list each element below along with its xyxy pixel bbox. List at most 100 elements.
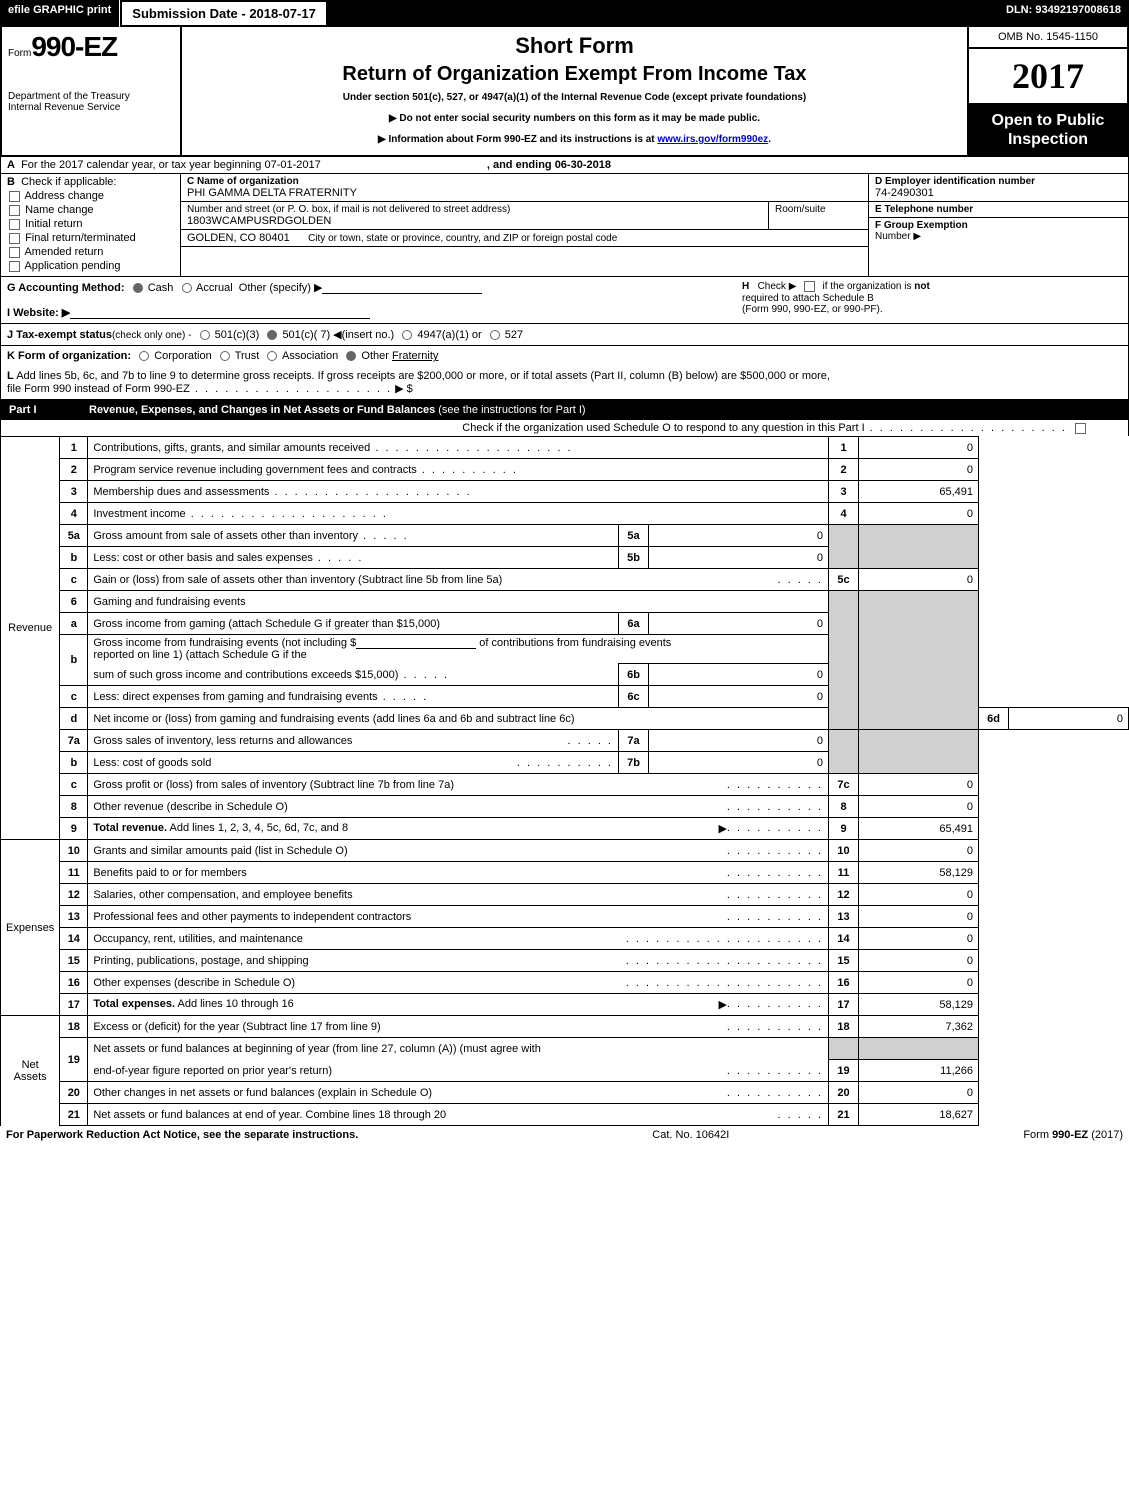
line-16: 16Other expenses (describe in Schedule O… bbox=[1, 972, 1129, 994]
form-header: Form990-EZ Department of the Treasury In… bbox=[0, 27, 1129, 157]
c-street-label: Number and street (or P. O. box, if mail… bbox=[187, 204, 762, 215]
dept-irs: Internal Revenue Service bbox=[8, 102, 174, 113]
line-a: A For the 2017 calendar year, or tax yea… bbox=[0, 157, 1129, 174]
line-14: 14Occupancy, rent, utilities, and mainte… bbox=[1, 928, 1129, 950]
side-expenses: Expenses bbox=[6, 922, 54, 934]
f-group-number: Number ▶ bbox=[875, 231, 1122, 242]
b-label: B bbox=[7, 176, 15, 188]
line-7a: 7aGross sales of inventory, less returns… bbox=[1, 730, 1129, 752]
submission-date: Submission Date - 2018-07-17 bbox=[120, 0, 328, 27]
row-g-h: G Accounting Method: Cash Accrual Other … bbox=[0, 277, 1129, 324]
i-label: I Website: ▶ bbox=[7, 307, 70, 319]
radio-other-org[interactable] bbox=[346, 351, 356, 361]
line-19-2: end-of-year figure reported on prior yea… bbox=[1, 1060, 1129, 1082]
c-room-label: Room/suite bbox=[775, 204, 862, 215]
k-other-value: Fraternity bbox=[392, 350, 438, 362]
radio-assoc[interactable] bbox=[267, 351, 277, 361]
line-10: Expenses 10Grants and similar amounts pa… bbox=[1, 840, 1129, 862]
row-k: K Form of organization: Corporation Trus… bbox=[0, 346, 1129, 366]
chk-amended-return[interactable] bbox=[9, 247, 20, 258]
h-label: H bbox=[742, 282, 749, 293]
chk-initial-return[interactable] bbox=[9, 219, 20, 230]
c-city-label: City or town, state or province, country… bbox=[308, 233, 617, 244]
h-checkbox[interactable] bbox=[804, 281, 815, 292]
line-3: 3Membership dues and assessments365,491 bbox=[1, 481, 1129, 503]
title-short-form: Short Form bbox=[190, 33, 959, 59]
line-5c: cGain or (loss) from sale of assets othe… bbox=[1, 569, 1129, 591]
info-line: ▶ Information about Form 990-EZ and its … bbox=[190, 134, 959, 145]
line-4: 4Investment income40 bbox=[1, 503, 1129, 525]
k-label: K Form of organization: bbox=[7, 350, 131, 362]
line-2: 2Program service revenue including gover… bbox=[1, 459, 1129, 481]
title-return: Return of Organization Exempt From Incom… bbox=[190, 63, 959, 86]
line-21: 21Net assets or fund balances at end of … bbox=[1, 1104, 1129, 1126]
g-label: G Accounting Method: bbox=[7, 282, 125, 294]
chk-final-return[interactable] bbox=[9, 233, 20, 244]
line-15: 15Printing, publications, postage, and s… bbox=[1, 950, 1129, 972]
lines-table: Revenue 1 Contributions, gifts, grants, … bbox=[0, 436, 1129, 1126]
radio-501c[interactable] bbox=[267, 330, 277, 340]
line-1: Revenue 1 Contributions, gifts, grants, … bbox=[1, 437, 1129, 459]
g-other-input[interactable] bbox=[322, 282, 482, 294]
omb-number: OMB No. 1545-1150 bbox=[969, 27, 1127, 49]
section-text: Under section 501(c), 527, or 4947(a)(1)… bbox=[190, 92, 959, 103]
part1-sub: Check if the organization used Schedule … bbox=[0, 420, 1129, 436]
side-revenue: Revenue bbox=[6, 622, 54, 634]
6b-amount-input[interactable] bbox=[356, 637, 476, 649]
efile-print-button[interactable]: efile GRAPHIC print bbox=[0, 0, 120, 27]
c-name-label: C Name of organization bbox=[187, 176, 299, 187]
chk-address-change[interactable] bbox=[9, 191, 20, 202]
line-11: 11Benefits paid to or for members1158,12… bbox=[1, 862, 1129, 884]
b-check-if: Check if applicable: bbox=[21, 176, 116, 188]
row-j: J Tax-exempt status(check only one) - 50… bbox=[0, 324, 1129, 346]
e-tel-label: E Telephone number bbox=[875, 204, 973, 215]
org-street: 1803WCAMPUSRDGOLDEN bbox=[187, 215, 762, 227]
footer-formref: Form 990-EZ (2017) bbox=[1023, 1129, 1123, 1141]
org-info-block: B Check if applicable: Address change Na… bbox=[0, 174, 1129, 277]
line-7c: cGross profit or (loss) from sales of in… bbox=[1, 774, 1129, 796]
chk-application-pending[interactable] bbox=[9, 261, 20, 272]
radio-trust[interactable] bbox=[220, 351, 230, 361]
j-label: J Tax-exempt status bbox=[7, 329, 112, 341]
radio-501c3[interactable] bbox=[200, 330, 210, 340]
radio-cash[interactable] bbox=[133, 283, 143, 293]
line-8: 8Other revenue (describe in Schedule O)8… bbox=[1, 796, 1129, 818]
chk-name-change[interactable] bbox=[9, 205, 20, 216]
tax-year: 2017 bbox=[969, 49, 1127, 105]
row-l: L Add lines 5b, 6c, and 7b to line 9 to … bbox=[0, 366, 1129, 400]
line-9: 9Total revenue. Add lines 1, 2, 3, 4, 5c… bbox=[1, 818, 1129, 840]
page-footer: For Paperwork Reduction Act Notice, see … bbox=[0, 1126, 1129, 1144]
org-name: PHI GAMMA DELTA FRATERNITY bbox=[187, 187, 862, 199]
dln-number: DLN: 93492197008618 bbox=[998, 0, 1129, 27]
side-net-assets: Net Assets bbox=[6, 1059, 54, 1083]
line-12: 12Salaries, other compensation, and empl… bbox=[1, 884, 1129, 906]
radio-corp[interactable] bbox=[139, 351, 149, 361]
open-to-public: Open to PublicInspection bbox=[969, 105, 1127, 155]
part1-title: Part I bbox=[9, 404, 89, 416]
line-18: Net Assets 18Excess or (deficit) for the… bbox=[1, 1016, 1129, 1038]
d-ein-value: 74-2490301 bbox=[875, 187, 1122, 199]
form-prefix: Form bbox=[8, 48, 31, 59]
line-19-1: 19Net assets or fund balances at beginni… bbox=[1, 1038, 1129, 1060]
footer-catno: Cat. No. 10642I bbox=[652, 1129, 729, 1141]
ssn-warning: ▶ Do not enter social security numbers o… bbox=[190, 113, 959, 124]
line-5a: 5aGross amount from sale of assets other… bbox=[1, 525, 1129, 547]
irs-link[interactable]: www.irs.gov/form990ez bbox=[657, 134, 768, 145]
i-website-input[interactable] bbox=[70, 307, 370, 319]
line-13: 13Professional fees and other payments t… bbox=[1, 906, 1129, 928]
line-17: 17Total expenses. Add lines 10 through 1… bbox=[1, 994, 1129, 1016]
org-city: GOLDEN, CO 80401 bbox=[187, 232, 290, 244]
f-group-label: F Group Exemption bbox=[875, 220, 968, 231]
d-ein-label: D Employer identification number bbox=[875, 176, 1035, 187]
radio-527[interactable] bbox=[490, 330, 500, 340]
dept-treasury: Department of the Treasury bbox=[8, 91, 174, 102]
line-6: 6Gaming and fundraising events bbox=[1, 591, 1129, 613]
radio-accrual[interactable] bbox=[182, 283, 192, 293]
radio-4947[interactable] bbox=[402, 330, 412, 340]
part1-header: Part I Revenue, Expenses, and Changes in… bbox=[0, 400, 1129, 420]
form-number: 990-EZ bbox=[31, 31, 117, 62]
line-20: 20Other changes in net assets or fund ba… bbox=[1, 1082, 1129, 1104]
part1-schedule-o-check[interactable] bbox=[1075, 423, 1086, 434]
l-label: L bbox=[7, 370, 14, 382]
top-bar: efile GRAPHIC print Submission Date - 20… bbox=[0, 0, 1129, 27]
